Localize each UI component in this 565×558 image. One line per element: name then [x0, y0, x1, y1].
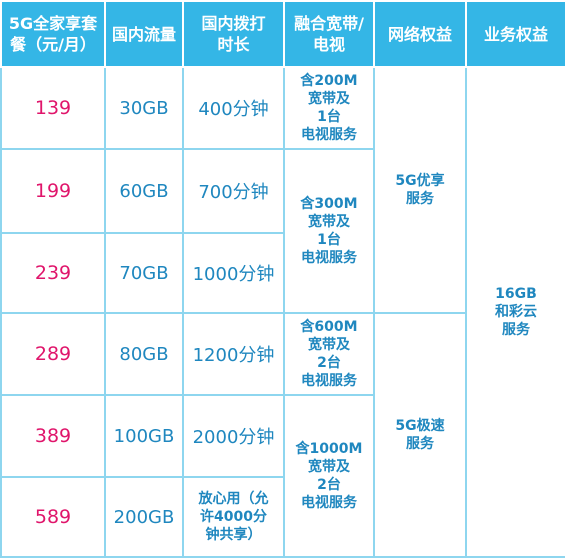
minutes-cell: 1000分钟 — [182, 232, 285, 314]
header-domestic-data: 国内流量 — [104, 0, 184, 68]
header-business-rights: 业务权益 — [465, 0, 565, 68]
minutes-cell: 放心用（允 许4000分 钟共享） — [182, 476, 285, 558]
network-rights-cell: 5G极速 服务 — [373, 312, 467, 558]
table-row: 239 70GB 1000分钟 — [0, 232, 565, 314]
header-broadband-tv: 融合宽带/ 电视 — [283, 0, 375, 68]
table-row: 289 80GB 1200分钟 含600M 宽带及 2台 电视服务 5G极速 服… — [0, 312, 565, 558]
price-cell: 199 — [0, 148, 106, 234]
data-cell: 80GB — [104, 312, 184, 396]
header-domestic-minutes: 国内拨打 时长 — [182, 0, 285, 68]
broadband-cell: 含200M 宽带及 1台 电视服务 — [283, 66, 375, 150]
minutes-cell: 1200分钟 — [182, 312, 285, 396]
price-cell: 239 — [0, 232, 106, 314]
data-cell: 70GB — [104, 232, 184, 314]
business-rights-cell: 16GB 和彩云 服务 — [465, 66, 565, 558]
price-cell: 289 — [0, 312, 106, 396]
header-network-rights: 网络权益 — [373, 0, 467, 68]
network-rights-cell: 5G优享 服务 — [373, 66, 467, 314]
data-cell: 60GB — [104, 148, 184, 234]
price-cell: 139 — [0, 66, 106, 150]
table-row: 139 30GB 400分钟 含200M 宽带及 1台 电视服务 5G优享 服务… — [0, 66, 565, 558]
header-package-price: 5G全家享套 餐（元/月） — [0, 0, 106, 68]
broadband-cell: 含1000M 宽带及 2台 电视服务 — [283, 394, 375, 558]
price-cell: 389 — [0, 394, 106, 478]
data-cell: 30GB — [104, 66, 184, 150]
broadband-cell: 含600M 宽带及 2台 电视服务 — [283, 312, 375, 396]
minutes-cell: 2000分钟 — [182, 394, 285, 478]
table-row: 199 60GB 700分钟 含300M 宽带及 1台 电视服务 — [0, 148, 565, 314]
table-row: 589 200GB 放心用（允 许4000分 钟共享） — [0, 476, 565, 558]
data-cell: 200GB — [104, 476, 184, 558]
data-cell: 100GB — [104, 394, 184, 478]
price-cell: 589 — [0, 476, 106, 558]
minutes-cell: 400分钟 — [182, 66, 285, 150]
minutes-cell: 700分钟 — [182, 148, 285, 234]
broadband-cell: 含300M 宽带及 1台 电视服务 — [283, 148, 375, 314]
header-row: 5G全家享套 餐（元/月） 国内流量 国内拨打 时长 融合宽带/ 电视 网络权益… — [0, 0, 565, 68]
table-row: 389 100GB 2000分钟 含1000M 宽带及 2台 电视服务 — [0, 394, 565, 558]
